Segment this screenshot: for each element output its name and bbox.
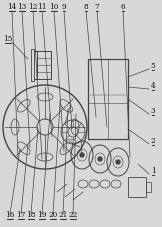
Text: 14: 14 — [7, 3, 17, 11]
Text: 20: 20 — [48, 210, 58, 218]
Text: 10: 10 — [49, 3, 59, 11]
Text: 3: 3 — [151, 106, 155, 114]
Text: 12: 12 — [28, 3, 38, 11]
Circle shape — [116, 160, 120, 164]
Text: 9: 9 — [62, 3, 66, 11]
Text: 8: 8 — [84, 3, 88, 11]
Bar — [31, 50, 34, 82]
Text: 18: 18 — [26, 210, 36, 218]
Bar — [88, 60, 128, 139]
Text: 11: 11 — [37, 3, 47, 11]
Bar — [37, 52, 51, 80]
Text: 2: 2 — [151, 136, 155, 144]
Circle shape — [80, 153, 84, 157]
Text: 17: 17 — [16, 210, 26, 218]
Text: 19: 19 — [37, 210, 47, 218]
Text: 13: 13 — [17, 3, 27, 11]
Text: 16: 16 — [5, 210, 15, 218]
Bar — [128, 177, 146, 197]
Text: 5: 5 — [151, 62, 155, 70]
Text: 6: 6 — [121, 3, 125, 11]
Bar — [146, 182, 151, 192]
Text: 1: 1 — [151, 166, 155, 174]
Text: 4: 4 — [151, 82, 155, 90]
Text: 15: 15 — [3, 35, 13, 43]
Text: 7: 7 — [95, 3, 99, 11]
Text: 22: 22 — [68, 210, 78, 218]
Circle shape — [98, 157, 102, 161]
Text: 21: 21 — [58, 210, 68, 218]
